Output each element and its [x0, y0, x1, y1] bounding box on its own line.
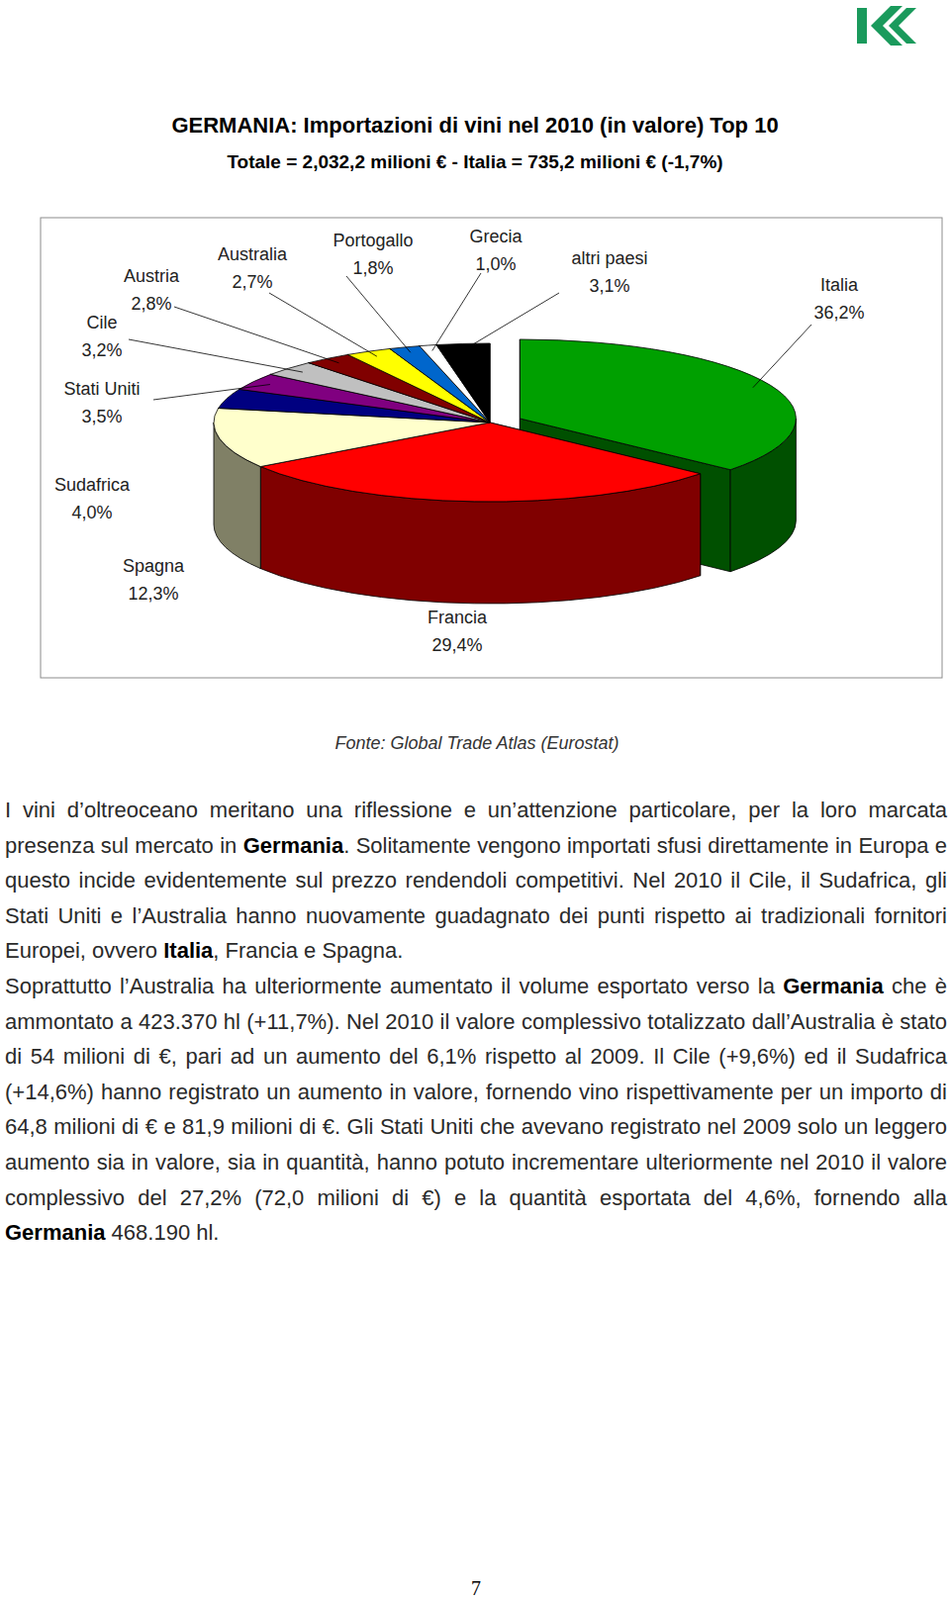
leader-line [465, 292, 560, 350]
slice-value: 2,7% [231, 272, 273, 292]
slice-value: 3,5% [81, 406, 122, 427]
chart-title: GERMANIA: Importazioni di vini nel 2010 … [171, 112, 778, 138]
slice-name: Sudafrica [54, 475, 131, 495]
slice-name: Austria [123, 266, 181, 286]
slice-value: 2,8% [130, 293, 172, 314]
slice-name: altri paesi [570, 248, 648, 269]
slice-value: 1,0% [475, 254, 516, 275]
pie-slice [436, 343, 490, 423]
chart-frame [40, 217, 943, 678]
leader-line [432, 273, 481, 351]
source: Fonte: Global Trade Atlas (Eurostat) [334, 733, 619, 754]
bold-text: Italia [163, 938, 213, 963]
logo-chevron [888, 7, 917, 44]
slice-name: Australia [217, 244, 288, 265]
text-run: che è ammontato a 423.370 hl (+11,7%). N… [4, 973, 948, 1211]
paragraph: I vini d’oltreoceano meritano una rifles… [4, 792, 948, 969]
chart-subtitle: Totale = 2,032,2 milioni € - Italia = 73… [226, 151, 723, 173]
data-labels: Italia 36,2% Francia 29,4% Spagna 12,3% Sudafr… [54, 226, 865, 656]
slice-value: 36,2% [813, 302, 864, 323]
text-run: , Francia e Spagna. [212, 938, 403, 963]
bold-text: Germania [782, 973, 884, 999]
slice-name: Stati Uniti [63, 379, 140, 399]
slice-value: 3,2% [81, 340, 122, 361]
slice-value: 12,3% [127, 583, 179, 604]
leader-line [128, 339, 303, 373]
bold-text: Germania [243, 833, 345, 858]
page-number: 7 [471, 1577, 481, 1600]
leader-line [753, 324, 812, 388]
leader-line [153, 384, 271, 400]
slice-name: Spagna [122, 556, 186, 576]
bold-text: Germania [4, 1220, 106, 1245]
slice-name: Italia [820, 275, 859, 295]
paragraph: Soprattutto l’Australia ha ulteriormente… [4, 968, 948, 1251]
body-text: I vini d’oltreoceano meritano una rifles… [4, 792, 948, 1251]
slice-value: 4,0% [71, 502, 112, 523]
leader-line [346, 276, 411, 353]
leader-line [174, 306, 339, 364]
slice-value: 29,4% [431, 635, 482, 656]
logo [856, 5, 917, 46]
text-run: Soprattutto l’Australia ha ulteriormente… [4, 973, 783, 999]
slice-name: Grecia [469, 226, 523, 247]
slice-name: Francia [427, 607, 488, 628]
slice-name: Portogallo [332, 230, 413, 251]
slice-value: 1,8% [352, 258, 393, 279]
text-run: 468.190 hl. [105, 1220, 220, 1245]
slice-name: Cile [86, 312, 117, 333]
leader-line [269, 292, 378, 357]
pie [213, 339, 796, 604]
slice-value: 3,1% [588, 276, 630, 296]
logo-bar [856, 7, 867, 44]
